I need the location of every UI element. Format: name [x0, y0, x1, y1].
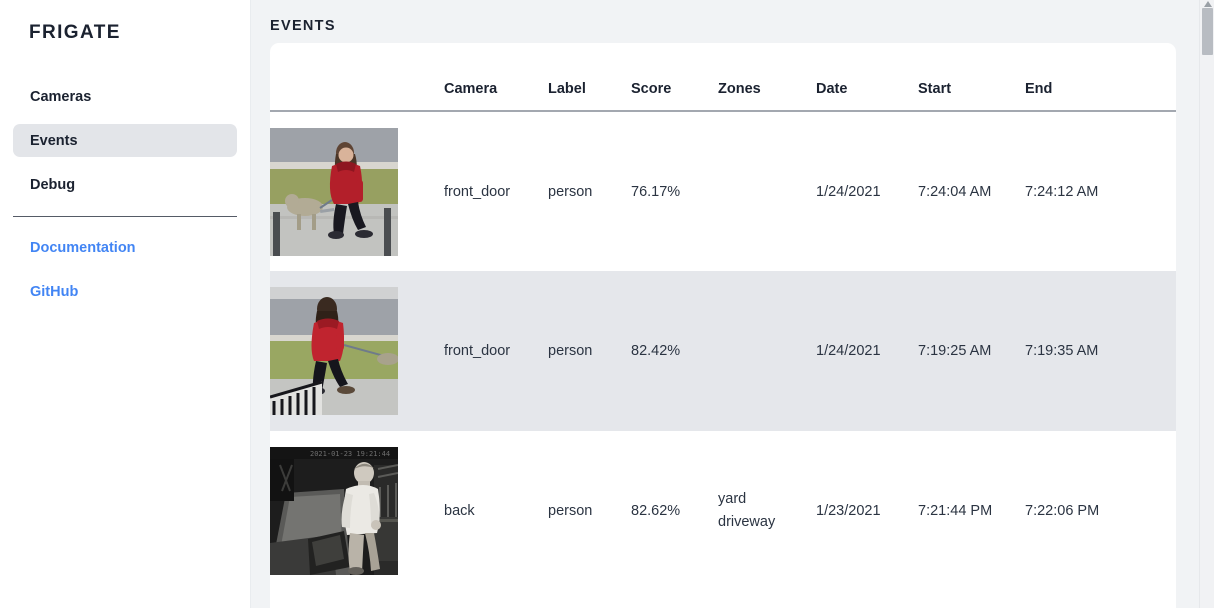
- event-zones: [718, 271, 816, 431]
- event-zones: [718, 111, 816, 271]
- page-title: EVENTS: [270, 18, 336, 34]
- column-header-score[interactable]: Score: [631, 43, 718, 112]
- event-end: 7:19:35 AM: [1025, 343, 1099, 359]
- scrollbar-thumb[interactable]: [1202, 8, 1213, 55]
- event-date: 1/23/2021: [816, 503, 881, 519]
- column-header-camera[interactable]: Camera: [444, 43, 548, 112]
- sidebar-link-documentation[interactable]: Documentation: [13, 231, 237, 264]
- event-start: 7:24:04 AM: [918, 183, 992, 200]
- sidebar-item-label: Cameras: [30, 88, 92, 105]
- sidebar-external-links: Documentation GitHub: [0, 231, 250, 308]
- scroll-up-arrow-icon[interactable]: [1204, 1, 1212, 7]
- event-end: 7:24:12 AM: [1025, 183, 1099, 200]
- column-header-end[interactable]: End: [1025, 43, 1176, 112]
- sidebar: FRIGATE Cameras Events Debug Documentati…: [0, 0, 251, 608]
- event-label[interactable]: person: [548, 343, 593, 359]
- events-card: Camera Label Score Zones Date Start End: [270, 43, 1176, 608]
- event-date: 1/24/2021: [816, 343, 881, 359]
- sidebar-link-github[interactable]: GitHub: [13, 275, 237, 308]
- event-start: 7:19:25 AM: [918, 343, 992, 359]
- event-thumbnail-cell: 2021-01-23 19:21:44: [270, 431, 444, 591]
- column-header-start[interactable]: Start: [918, 43, 1025, 112]
- event-label[interactable]: person: [548, 183, 593, 200]
- event-score: 82.42%: [631, 343, 681, 359]
- events-table-header: Camera Label Score Zones Date Start End: [270, 43, 1176, 112]
- event-start: 7:21:44 PM: [918, 503, 993, 519]
- event-camera[interactable]: back: [444, 503, 475, 519]
- sidebar-item-label: Debug: [30, 176, 76, 193]
- table-row[interactable]: 2021-01-23 19:21:44: [270, 431, 1176, 591]
- column-header-zones[interactable]: Zones: [718, 43, 816, 112]
- event-score: 82.62%: [631, 503, 681, 519]
- sidebar-link-label: Documentation: [30, 239, 136, 256]
- event-thumbnail-cell: [270, 111, 444, 271]
- event-zones[interactable]: yard driveway: [718, 431, 816, 591]
- sidebar-item-debug[interactable]: Debug: [13, 168, 237, 201]
- event-thumbnail-image[interactable]: 2021-01-23 19:21:44: [270, 447, 398, 575]
- event-label[interactable]: person: [548, 503, 593, 519]
- column-header-label[interactable]: Label: [548, 43, 631, 112]
- app-brand-title: FRIGATE: [29, 22, 121, 43]
- sidebar-item-label: Events: [30, 132, 78, 149]
- table-row[interactable]: front_door person 82.42% 1/24/2021 7:19:…: [270, 271, 1176, 431]
- table-row[interactable]: front_door person 76.17% 1/24/2021 7:24:…: [270, 111, 1176, 271]
- sidebar-divider: [13, 216, 237, 217]
- event-thumbnail-image[interactable]: [270, 127, 398, 256]
- table-header-row: Camera Label Score Zones Date Start End: [270, 43, 1176, 112]
- event-thumbnail-cell: [270, 271, 444, 431]
- event-score: 76.17%: [631, 183, 681, 200]
- events-table: Camera Label Score Zones Date Start End: [270, 43, 1176, 591]
- events-table-body: front_door person 76.17% 1/24/2021 7:24:…: [270, 111, 1176, 591]
- vertical-scrollbar[interactable]: [1199, 0, 1214, 608]
- column-header-date[interactable]: Date: [816, 43, 918, 112]
- main-content: EVENTS Camera Label Score Zones Date Sta…: [251, 0, 1214, 608]
- event-thumbnail-image[interactable]: [270, 287, 398, 415]
- event-date: 1/24/2021: [816, 183, 881, 200]
- event-camera[interactable]: front_door: [444, 343, 511, 359]
- event-camera[interactable]: front_door: [444, 183, 511, 200]
- column-header-thumbnail: [270, 43, 444, 112]
- event-zone-link[interactable]: driveway: [718, 514, 776, 530]
- sidebar-item-events[interactable]: Events: [13, 124, 237, 157]
- event-end: 7:22:06 PM: [1025, 503, 1100, 519]
- event-zone-link[interactable]: yard: [718, 491, 747, 507]
- sidebar-item-cameras[interactable]: Cameras: [13, 80, 237, 113]
- svg-text:2021-01-23 19:21:44: 2021-01-23 19:21:44: [310, 450, 390, 458]
- sidebar-link-label: GitHub: [30, 283, 79, 300]
- sidebar-nav: Cameras Events Debug: [0, 80, 250, 201]
